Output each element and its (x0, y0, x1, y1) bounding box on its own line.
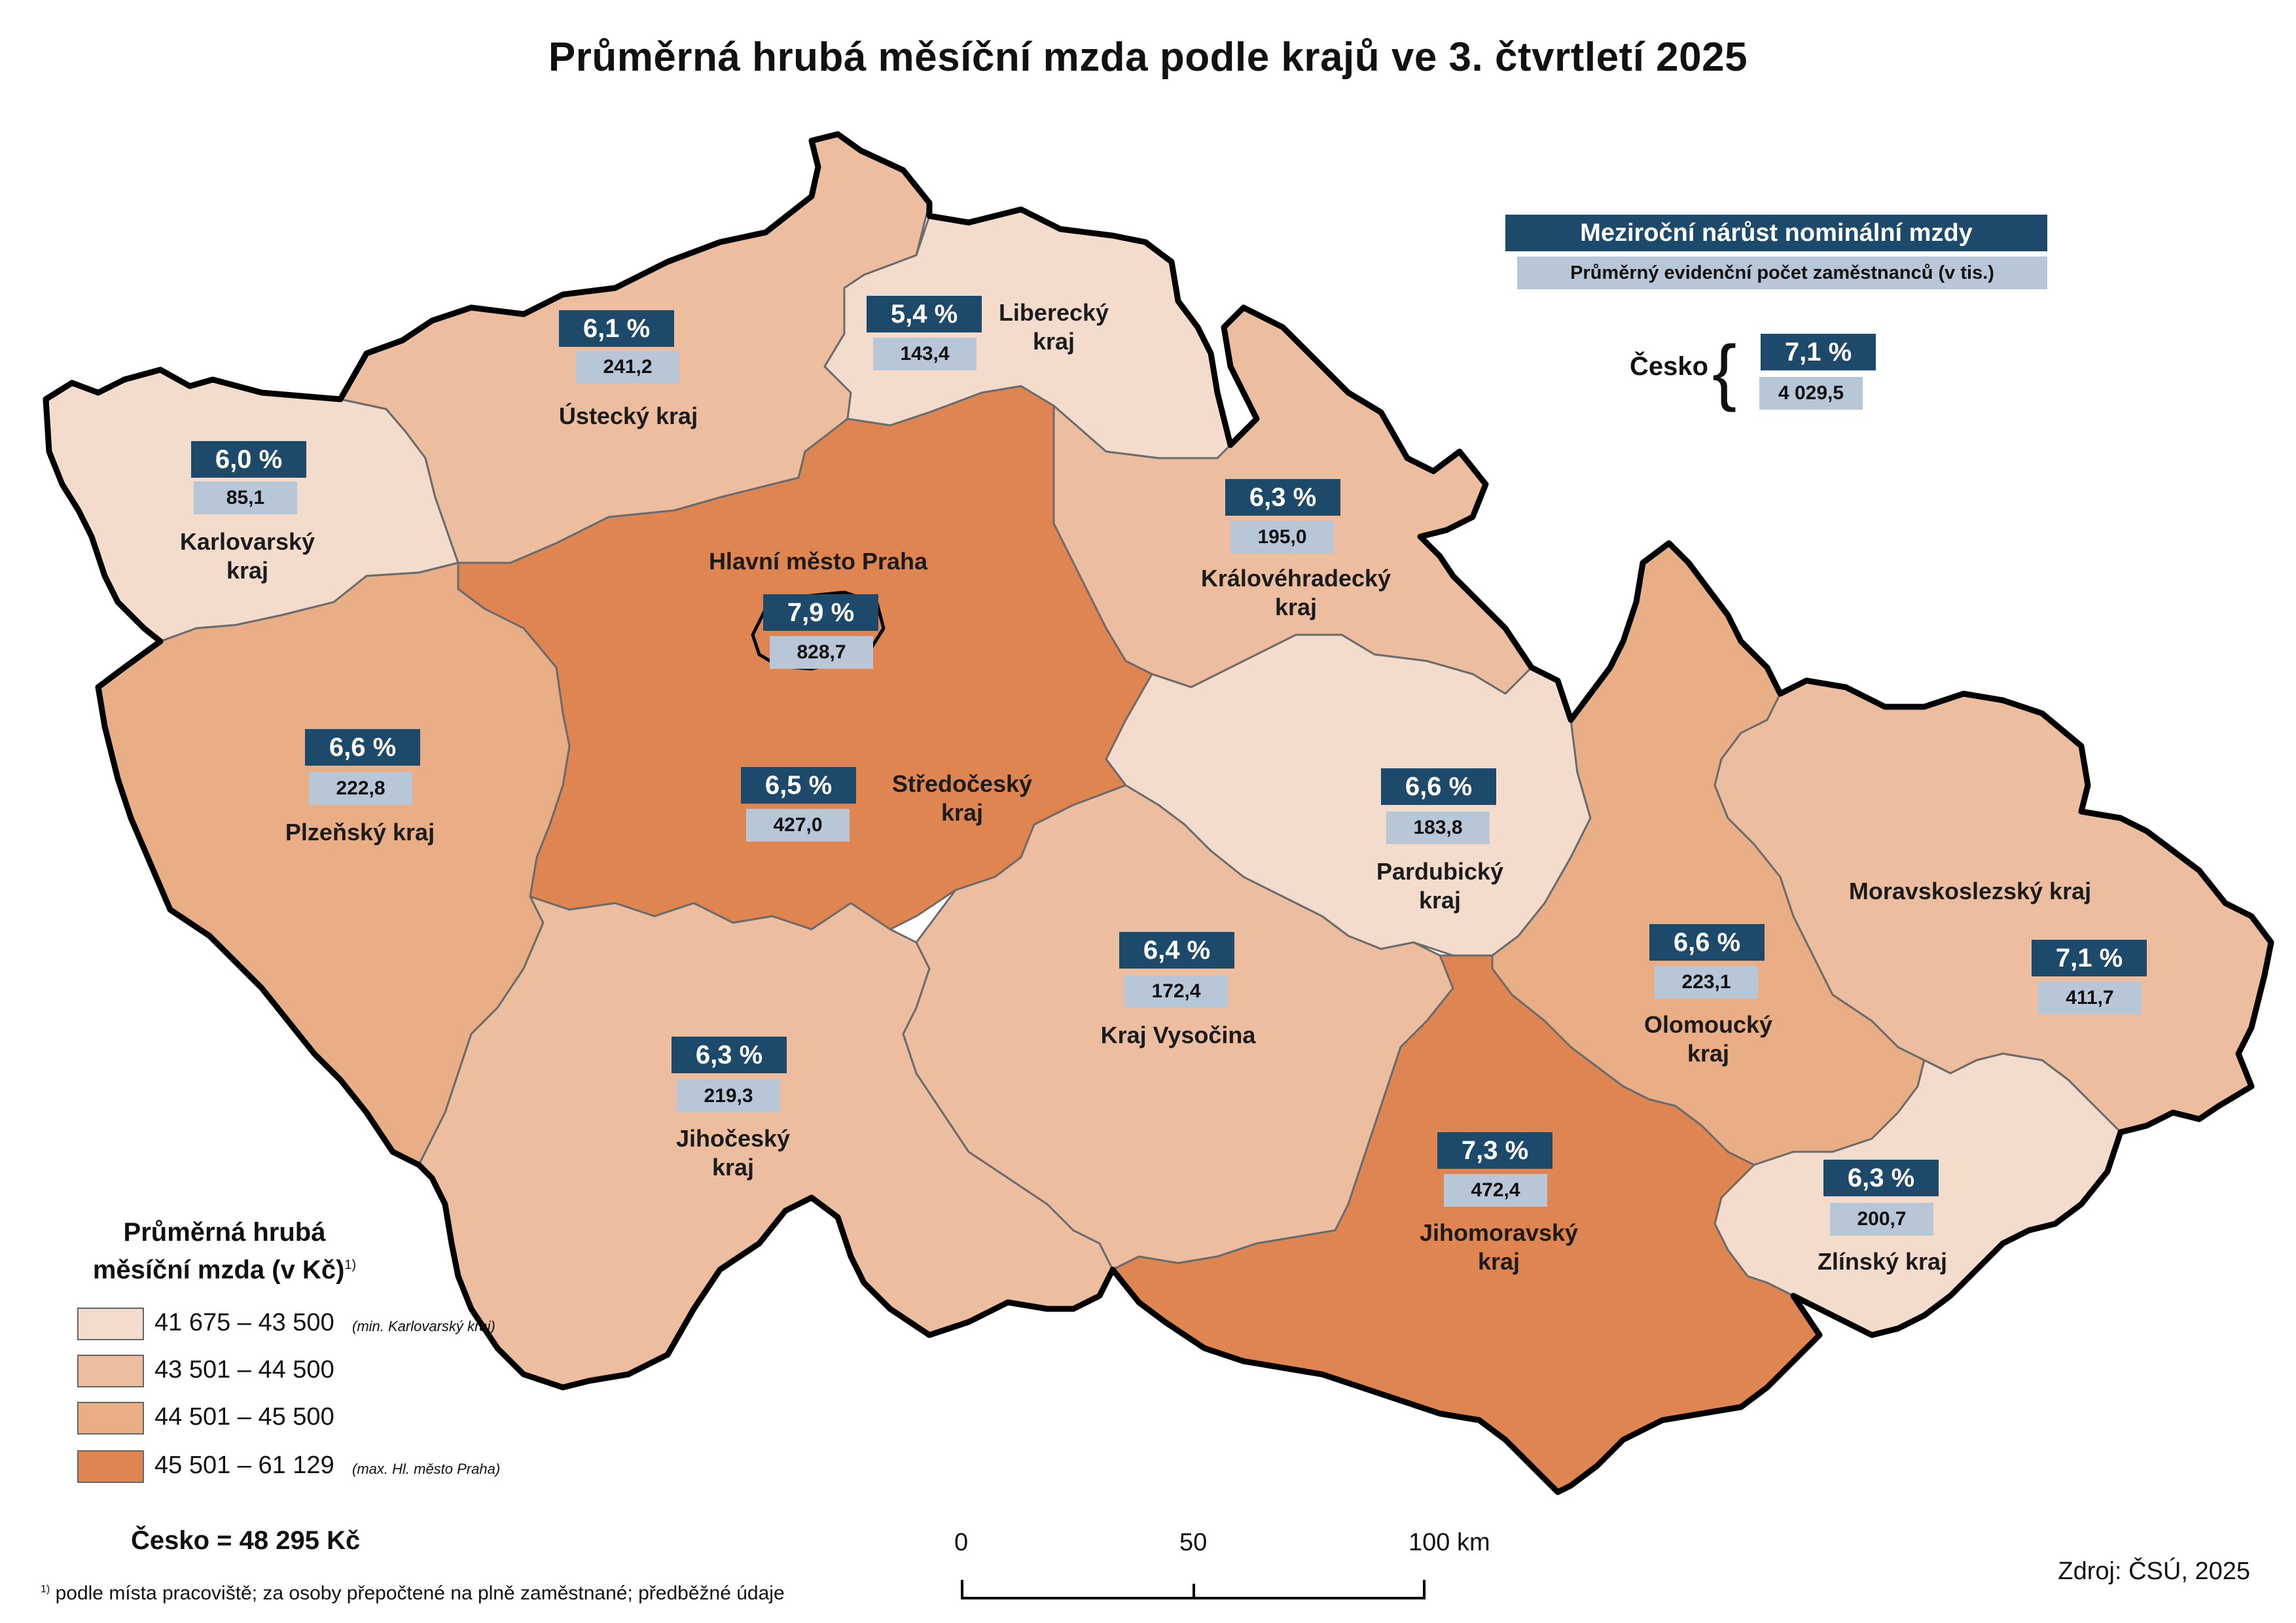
stredocesky-employees: 427,0 (746, 809, 850, 842)
jihocesky-growth: 6,3 % (672, 1037, 787, 1073)
legend-note: (max. Hl. město Praha) (352, 1461, 501, 1477)
zlinsky-name: Zlínský kraj (1817, 1248, 1948, 1275)
praha-name: Hlavní město Praha (708, 548, 928, 575)
legend-range: 44 501 – 45 500 (154, 1403, 334, 1431)
karlovarsky-growth: 6,0 % (191, 441, 306, 478)
footnote-text: podle místa pracoviště; za osoby přepočt… (55, 1582, 785, 1604)
plzensky-growth: 6,6 % (305, 729, 420, 766)
stredocesky-name: Středočeský kraj (891, 770, 1033, 826)
jihocesky-name: Jihočeský kraj (675, 1125, 791, 1181)
legend-range: 41 675 – 43 500 (154, 1309, 334, 1336)
stredocesky-growth: 6,5 % (741, 767, 856, 804)
legend-title: Průměrná hrubá měsíční mzda (v Kč)1) (77, 1216, 372, 1286)
legend-title-sup: 1) (344, 1258, 357, 1272)
zlinsky-employees: 200,7 (1830, 1203, 1933, 1236)
brace-icon: { (1712, 330, 1737, 412)
country-label: Česko (1630, 352, 1709, 381)
footnote-sup: 1) (41, 1584, 50, 1595)
liberecky-growth: 5,4 % (867, 296, 982, 332)
scale-bar (961, 1580, 1426, 1599)
moravskoslezsky-employees: 411,7 (2038, 982, 2142, 1014)
scale-tick-100: 100 km (1408, 1529, 1490, 1556)
info-box-growth-label: Meziroční nárůst nominální mzdy (1505, 215, 2047, 251)
olomoucky-name: Olomoucký kraj (1643, 1011, 1773, 1067)
vysocina-name: Kraj Vysočina (1100, 1022, 1256, 1048)
olomoucky-employees: 223,1 (1655, 966, 1758, 999)
praha-employees: 828,7 (770, 636, 873, 669)
ustecky-growth: 6,1 % (559, 310, 674, 347)
source: Zdroj: ČSÚ, 2025 (2058, 1558, 2250, 1585)
map-title: Průměrná hrubá měsíční mzda podle krajů … (548, 35, 1748, 80)
country-growth: 7,1 % (1761, 334, 1876, 370)
pardubicky-name: Pardubický kraj (1376, 858, 1504, 914)
vysocina-growth: 6,4 % (1119, 932, 1234, 969)
plzensky-employees: 222,8 (309, 772, 412, 805)
pardubicky-growth: 6,6 % (1381, 768, 1496, 805)
karlovarsky-employees: 85,1 (194, 482, 297, 514)
country-employees: 4 029,5 (1759, 377, 1863, 410)
legend-swatch (77, 1308, 144, 1340)
ustecky-employees: 241,2 (576, 351, 679, 383)
legend-swatch (77, 1402, 144, 1435)
ustecky-name: Ústecký kraj (558, 402, 698, 429)
country-border (43, 131, 2274, 1495)
legend-swatch (77, 1450, 144, 1483)
liberecky-employees: 143,4 (873, 338, 977, 370)
legend-title-text: Průměrná hrubá měsíční mzda (v Kč) (92, 1218, 345, 1285)
scale-tick-50: 50 (1179, 1529, 1208, 1556)
zlinsky-growth: 6,3 % (1823, 1160, 1939, 1196)
legend-note: (min. Karlovarský kraj) (352, 1318, 495, 1334)
legend-range: 45 501 – 61 129 (154, 1452, 334, 1479)
kralovehradecky-employees: 195,0 (1230, 521, 1334, 554)
plzensky-name: Plzeňský kraj (285, 819, 435, 846)
jihomoravsky-growth: 7,3 % (1437, 1132, 1552, 1169)
scale-tick-0: 0 (954, 1529, 969, 1556)
jihocesky-employees: 219,3 (677, 1080, 780, 1113)
moravskoslezsky-growth: 7,1 % (2032, 940, 2147, 976)
karlovarsky-name: Karlovarský kraj (179, 528, 315, 584)
moravskoslezsky-name: Moravskoslezský kraj (1848, 878, 2092, 904)
legend-range: 43 501 – 44 500 (154, 1356, 334, 1383)
kralovehradecky-name: Královéhradecký kraj (1200, 565, 1391, 620)
jihomoravsky-employees: 472,4 (1444, 1174, 1547, 1207)
kralovehradecky-growth: 6,3 % (1225, 479, 1340, 516)
country-total-wage: Česko = 48 295 Kč (131, 1526, 361, 1555)
olomoucky-growth: 6,6 % (1649, 924, 1765, 961)
vysocina-employees: 172,4 (1124, 975, 1228, 1008)
pardubicky-employees: 183,8 (1386, 812, 1490, 844)
info-box-employees-label: Průměrný evidenční počet zaměstnanců (v … (1517, 257, 2047, 289)
footnote: 1) podle místa pracoviště; za osoby přep… (41, 1582, 785, 1605)
legend-swatch (77, 1355, 144, 1387)
liberecky-name: Liberecký kraj (998, 299, 1109, 355)
praha-growth: 7,9 % (763, 594, 878, 631)
jihomoravsky-name: Jihomoravský kraj (1419, 1219, 1579, 1275)
